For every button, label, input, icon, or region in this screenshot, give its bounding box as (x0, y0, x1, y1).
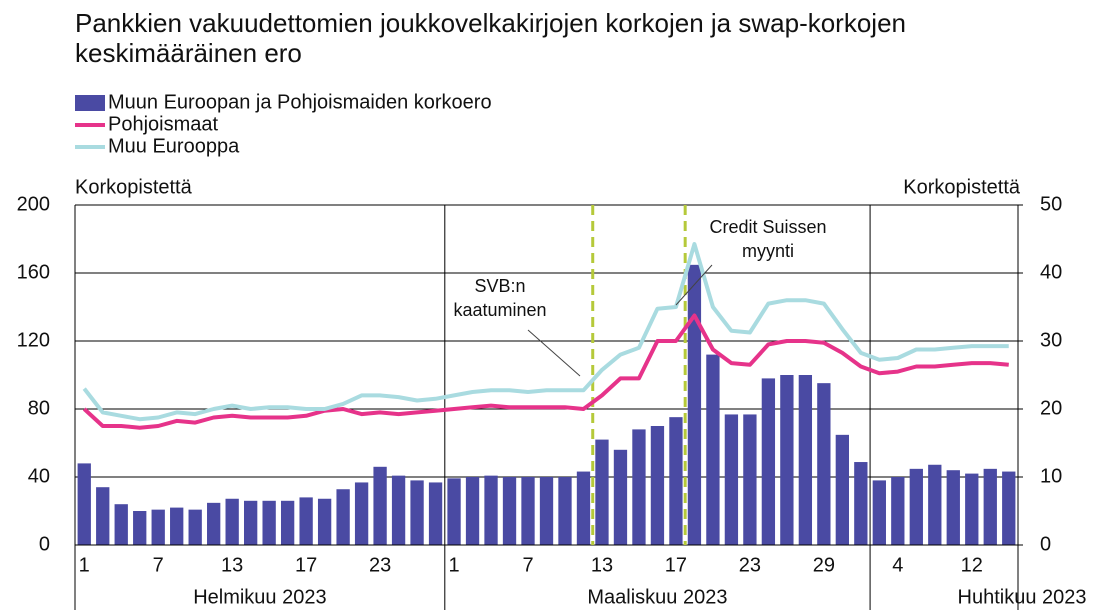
x-tick-label: 23 (369, 554, 391, 576)
y2-tick-label: 50 (1040, 193, 1062, 215)
bar (946, 470, 960, 545)
bar (872, 480, 886, 545)
annotation-leader (527, 329, 581, 377)
y-axis-label: Korkopistettä (75, 176, 193, 198)
legend-swatch (75, 95, 105, 111)
bar (225, 498, 239, 545)
x-tick-label: 1 (79, 554, 90, 576)
x-tick-label: 13 (591, 554, 613, 576)
legend-label: Pohjoismaat (108, 113, 219, 135)
bar (761, 378, 776, 545)
bar (798, 375, 813, 545)
bar (299, 497, 313, 545)
month-label: Helmikuu 2023 (193, 586, 326, 608)
y-tick-label: 120 (17, 329, 50, 351)
bar (410, 480, 424, 545)
bar (133, 511, 147, 545)
annotation: Credit Suissen (709, 217, 826, 237)
bar (613, 449, 628, 545)
x-tick-label: 29 (813, 554, 835, 576)
bar (188, 509, 202, 545)
bar (484, 475, 498, 545)
y2-tick-label: 40 (1040, 261, 1062, 283)
bar (928, 464, 942, 545)
bar (262, 500, 276, 545)
x-tick-label: 7 (522, 554, 533, 576)
bar (428, 482, 443, 545)
x-tick-label: 1 (448, 554, 459, 576)
x-tick-label: 17 (665, 554, 687, 576)
month-label: Maaliskuu 2023 (587, 586, 727, 608)
legend-label: Muu Eurooppa (108, 135, 240, 157)
bar (891, 477, 905, 545)
bar (354, 482, 369, 545)
bar (96, 487, 110, 545)
bar (1002, 471, 1016, 545)
bar (724, 414, 739, 545)
bar (632, 429, 646, 545)
y2-tick-label: 20 (1040, 397, 1062, 419)
month-label: Huhtikuu 2023 (958, 586, 1087, 608)
x-tick-label: 12 (961, 554, 983, 576)
chart-title: Pankkien vakuudettomien joukkovelkakirjo… (75, 8, 906, 68)
annotation: SVB:n (474, 276, 525, 296)
x-tick-label: 4 (892, 554, 903, 576)
bar (743, 414, 757, 545)
y-tick-label: 40 (28, 465, 50, 487)
y-tick-label: 0 (39, 533, 50, 555)
bar (909, 468, 923, 545)
line (82, 313, 1009, 430)
annotation-leader (675, 264, 713, 306)
bar (965, 473, 979, 545)
bar (114, 504, 128, 545)
x-tick-label: 17 (295, 554, 317, 576)
bar (817, 383, 831, 545)
x-tick-label: 13 (221, 554, 243, 576)
y2-axis-label: Korkopistettä (903, 176, 1021, 198)
bar (650, 426, 665, 545)
bar (539, 477, 554, 545)
bar (77, 463, 91, 545)
y2-tick-label: 10 (1040, 465, 1062, 487)
x-tick-label: 23 (739, 554, 761, 576)
bar (502, 477, 517, 545)
line (82, 242, 1009, 422)
bar (595, 439, 609, 545)
bar (317, 498, 332, 545)
bar (780, 375, 794, 545)
bar (706, 354, 720, 545)
legend-label: Muun Euroopan ja Pohjoismaiden korkoero (108, 91, 492, 113)
y2-tick-label: 0 (1040, 533, 1051, 555)
bar (983, 468, 997, 545)
y-tick-label: 80 (28, 397, 50, 419)
y2-tick-label: 30 (1040, 329, 1062, 351)
bar (244, 500, 258, 545)
bar (170, 507, 184, 545)
bar (447, 478, 461, 545)
bar (854, 462, 868, 545)
bar (280, 500, 295, 545)
bar (151, 509, 165, 545)
bar (373, 466, 387, 545)
annotation: myynti (742, 241, 794, 261)
bar (336, 489, 350, 545)
bar (835, 434, 849, 545)
bar (465, 477, 480, 545)
x-tick-label: 7 (153, 554, 164, 576)
bar (576, 471, 591, 545)
bar (521, 477, 535, 545)
y-tick-label: 200 (17, 193, 50, 215)
bar (687, 264, 702, 545)
bar (558, 477, 572, 545)
bar (391, 475, 406, 545)
y-tick-label: 160 (17, 261, 50, 283)
bar (669, 417, 683, 545)
bar (207, 502, 221, 545)
annotation: kaatuminen (453, 300, 546, 320)
